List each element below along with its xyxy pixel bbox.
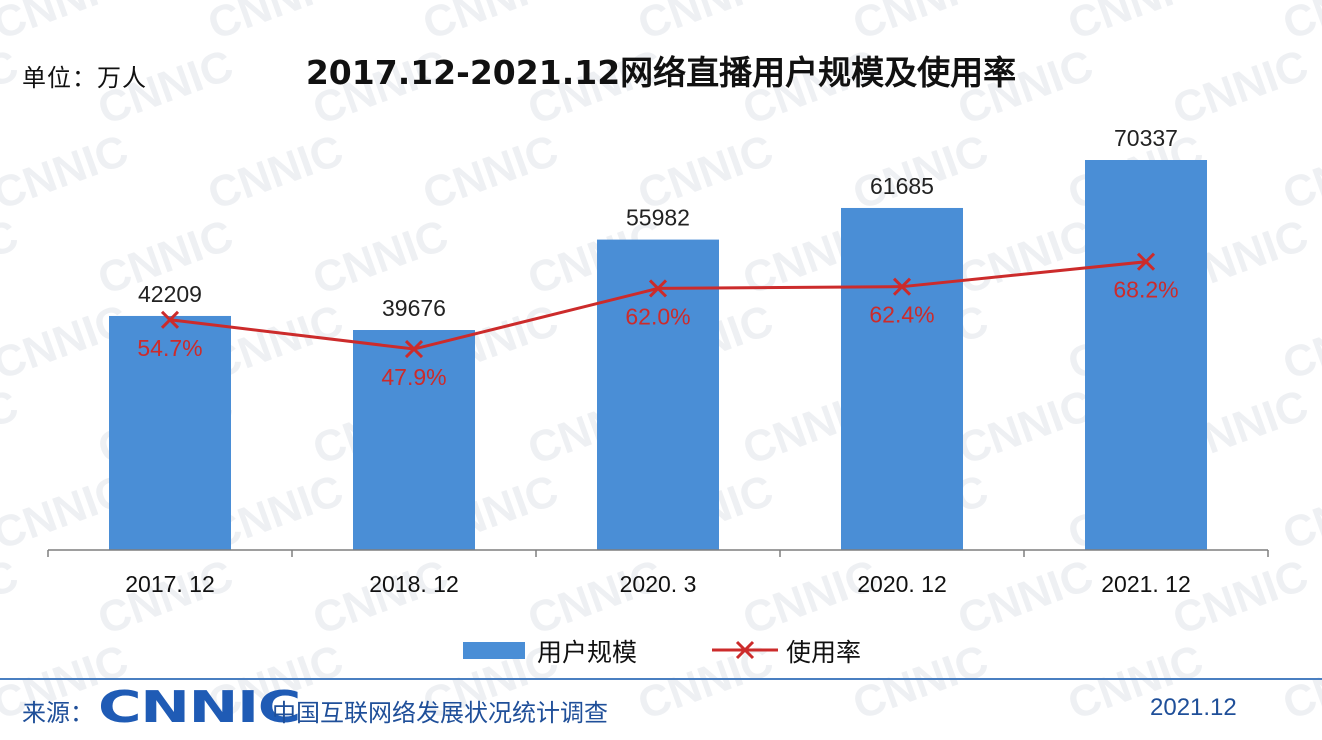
cnnic-logo: CNNIC	[98, 682, 301, 733]
watermark-text: CNNIC	[0, 551, 24, 645]
bar-value-label-4: 70337	[1114, 125, 1178, 151]
bar-value-label-3: 61685	[870, 173, 934, 199]
watermark-text: CNNIC	[202, 126, 350, 220]
usage-rate-marker-0	[160, 310, 180, 329]
bar-value-label-1: 39676	[382, 295, 446, 321]
bar-value-label-2: 55982	[626, 205, 690, 231]
watermark-text: CNNIC	[202, 0, 350, 49]
watermark-text: CNNIC	[92, 551, 240, 645]
x-tick-label-1: 2018. 12	[369, 571, 459, 597]
footer-divider	[0, 678, 1322, 680]
x-tick-label-2: 2020. 3	[620, 571, 697, 597]
bar-series: 42209 39676 55982 61685 70337	[109, 125, 1207, 551]
org-name: 中国互联网络发展状况统计调查	[272, 699, 608, 727]
usage-rate-marker-3	[892, 277, 912, 296]
bar-4	[1085, 160, 1207, 550]
chart-title: 2017.12-2021.12网络直播用户规模及使用率	[305, 53, 1017, 92]
x-tick-label-4: 2021. 12	[1101, 571, 1191, 597]
watermark-text: CNNIC	[0, 126, 134, 220]
usage-rate-label-0: 54.7%	[137, 335, 202, 361]
watermark-text: CNNIC	[0, 211, 24, 305]
footer-date: 2021.12	[1150, 694, 1237, 721]
watermark-text: CNNIC	[0, 0, 134, 49]
usage-rate-marker-2	[648, 279, 668, 298]
footer: 来源： CNNIC 中国互联网络发展状况统计调查 2021.12	[0, 678, 1322, 736]
watermark-text: CNNIC	[522, 551, 670, 645]
unit-label: 单位：万人	[22, 64, 147, 92]
watermark-text: CNNIC	[847, 0, 995, 49]
watermark-text: CNNIC	[632, 0, 780, 49]
watermark-text: CNNIC	[952, 211, 1100, 305]
legend: 用户规模 使用率	[463, 639, 861, 667]
watermark-text: CNNIC	[952, 551, 1100, 645]
x-tick-label-0: 2017. 12	[125, 571, 215, 597]
watermark-text: CNNIC	[1062, 0, 1210, 49]
bar-0	[109, 315, 231, 550]
watermark-text: CNNIC	[307, 211, 455, 305]
watermark-text: CNNIC	[1277, 126, 1322, 220]
line-series: 54.7% 47.9% 62.0% 62.4% 68.2%	[137, 252, 1179, 390]
source-label: 来源：	[22, 699, 94, 727]
watermark-text: CNNIC	[307, 551, 455, 645]
bar-1	[353, 330, 475, 550]
usage-rate-label-2: 62.0%	[625, 303, 690, 329]
watermark-text: CNNIC	[1277, 296, 1322, 390]
watermark-text: CNNIC	[737, 551, 885, 645]
usage-rate-marker-4	[1136, 252, 1156, 271]
x-axis: 2017. 12 2018. 12 2020. 3 2020. 12 2021. 12	[47, 549, 1269, 597]
legend-swatch-user-scale	[463, 642, 525, 659]
watermark-text: CNNIC	[1277, 466, 1322, 560]
watermark-text: CNNIC	[417, 126, 565, 220]
legend-label-usage-rate: 使用率	[786, 639, 861, 667]
usage-rate-label-4: 68.2%	[1113, 277, 1178, 303]
bar-value-label-0: 42209	[138, 281, 202, 307]
watermark-text: CNNIC	[417, 0, 565, 49]
usage-rate-label-3: 62.4%	[869, 302, 934, 328]
watermark-text: CNNIC	[1167, 551, 1315, 645]
usage-rate-marker-1	[404, 339, 424, 359]
bar-3	[841, 207, 963, 551]
legend-marker-usage-rate	[735, 640, 755, 660]
legend-label-user-scale: 用户规模	[537, 639, 637, 667]
watermark-text: CNNIC	[1277, 0, 1322, 49]
watermark-text: CNNIC	[952, 381, 1100, 475]
x-tick-label-3: 2020. 12	[857, 571, 947, 597]
usage-rate-label-1: 47.9%	[381, 364, 446, 390]
bar-2	[597, 239, 719, 550]
watermark-text: CNNIC	[0, 381, 24, 475]
